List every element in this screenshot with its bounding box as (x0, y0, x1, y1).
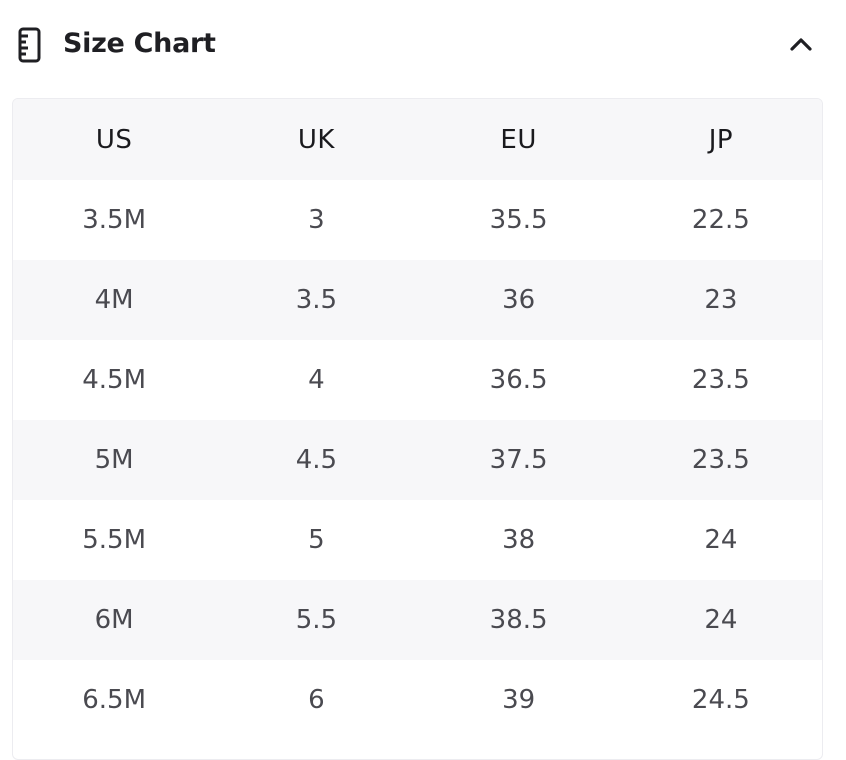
table-row: 5.5M 5 38 24 (13, 500, 822, 580)
cell-us: 6.5M (13, 660, 216, 740)
table-row: 4M 3.5 36 23 (13, 260, 822, 340)
ruler-icon (18, 27, 41, 63)
cell-eu: 37.5 (417, 420, 620, 500)
cell-uk: 5.5 (215, 580, 418, 660)
cell-jp: 23.5 (619, 420, 822, 500)
column-header-uk: UK (215, 99, 418, 180)
cell-uk: 6 (215, 660, 418, 740)
cell-eu: 38 (417, 500, 620, 580)
cell-uk: 4.5 (215, 420, 418, 500)
size-table-container: US UK EU JP 3.5M 3 35.5 22.5 4M 3.5 36 2… (12, 98, 823, 760)
cell-us: 5M (13, 420, 216, 500)
size-chart-header[interactable]: Size Chart (0, 0, 846, 90)
column-header-eu: EU (417, 99, 620, 180)
cell-uk: 3 (215, 180, 418, 260)
cell-uk: 3.5 (215, 260, 418, 340)
cell-eu: 39 (417, 660, 620, 740)
cell-uk: 4 (215, 340, 418, 420)
chevron-up-icon (790, 38, 812, 51)
column-header-jp: JP (619, 99, 822, 180)
cell-uk: 5 (215, 500, 418, 580)
cell-us: 4.5M (13, 340, 216, 420)
cell-jp: 22.5 (619, 180, 822, 260)
page-title: Size Chart (63, 28, 216, 59)
cell-jp: 24 (619, 580, 822, 660)
table-row: 4.5M 4 36.5 23.5 (13, 340, 822, 420)
cell-jp: 23 (619, 260, 822, 340)
cell-eu: 35.5 (417, 180, 620, 260)
cell-jp: 24 (619, 500, 822, 580)
cell-jp: 23.5 (619, 340, 822, 420)
collapse-button[interactable] (780, 26, 822, 62)
table-row: 6.5M 6 39 24.5 (13, 660, 822, 740)
table-row: 6M 5.5 38.5 24 (13, 580, 822, 660)
cell-us: 3.5M (13, 180, 216, 260)
column-header-us: US (13, 99, 216, 180)
cell-eu: 36.5 (417, 340, 620, 420)
cell-us: 6M (13, 580, 216, 660)
cell-us: 4M (13, 260, 216, 340)
cell-us: 5.5M (13, 500, 216, 580)
cell-jp: 24.5 (619, 660, 822, 740)
table-row: 3.5M 3 35.5 22.5 (13, 180, 822, 260)
table-row: 5M 4.5 37.5 23.5 (13, 420, 822, 500)
cell-eu: 38.5 (417, 580, 620, 660)
size-table: US UK EU JP 3.5M 3 35.5 22.5 4M 3.5 36 2… (13, 99, 822, 740)
table-header-row: US UK EU JP (13, 99, 822, 180)
cell-eu: 36 (417, 260, 620, 340)
